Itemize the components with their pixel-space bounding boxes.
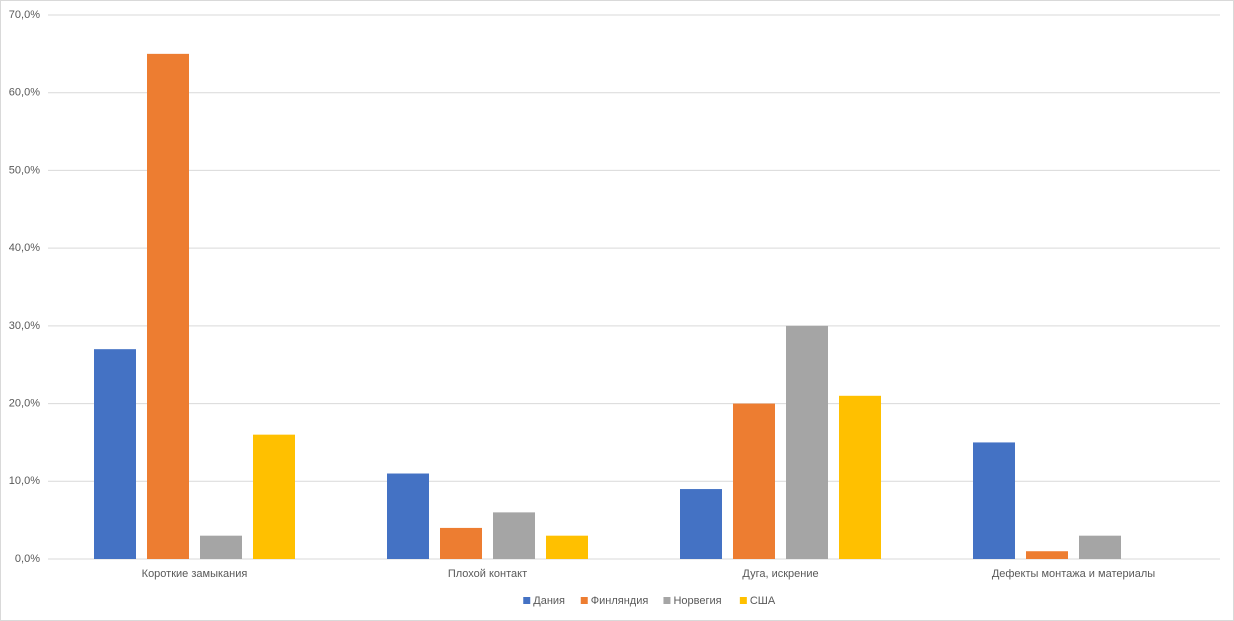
y-tick-label: 30,0%	[9, 320, 40, 332]
legend-label: Норвегия	[673, 595, 721, 607]
bar	[733, 403, 775, 559]
bar	[1079, 535, 1121, 559]
x-tick-label: Короткие замыкания	[142, 568, 248, 580]
x-tick-label: Плохой контакт	[448, 568, 527, 580]
bar	[973, 442, 1015, 559]
bar	[786, 325, 828, 559]
x-tick-label: Дуга, искрение	[742, 568, 818, 580]
bar	[839, 395, 881, 559]
legend-swatch	[663, 597, 671, 604]
y-tick-label: 10,0%	[9, 475, 40, 487]
bar	[493, 512, 535, 559]
bar	[94, 349, 136, 559]
bar	[1026, 551, 1068, 559]
legend-label: Финляндия	[591, 595, 649, 607]
bar	[147, 53, 189, 559]
y-tick-label: 0,0%	[15, 553, 40, 565]
legend-swatch	[523, 597, 531, 604]
legend-label: Дания	[533, 595, 565, 607]
bar	[200, 535, 242, 559]
y-tick-label: 50,0%	[9, 164, 40, 176]
y-tick-label: 40,0%	[9, 242, 40, 254]
bar	[680, 489, 722, 559]
y-tick-label: 70,0%	[9, 9, 40, 21]
legend-swatch	[739, 597, 747, 604]
legend-swatch	[580, 597, 588, 604]
bar	[253, 434, 295, 559]
bar	[546, 535, 588, 559]
bar	[440, 527, 482, 559]
x-tick-label: Дефекты монтажа и материалы	[992, 568, 1155, 580]
legend-label: США	[750, 595, 776, 607]
y-tick-label: 60,0%	[9, 87, 40, 99]
bar	[387, 473, 429, 559]
y-tick-label: 20,0%	[9, 397, 40, 409]
